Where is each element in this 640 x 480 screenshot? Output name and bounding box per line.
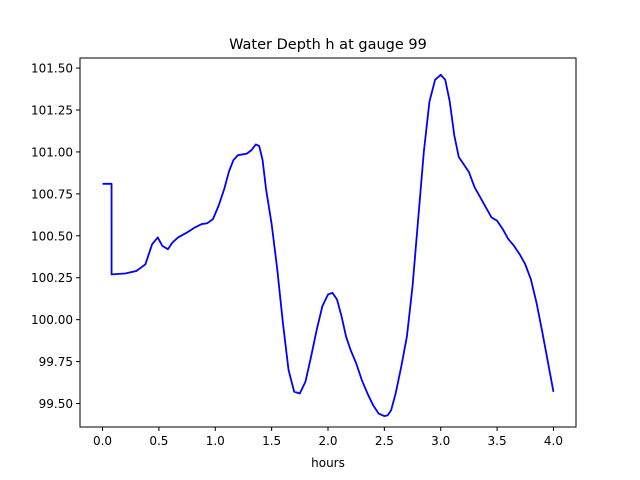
x-tick-label: 3.0 [431, 434, 450, 448]
x-tick-label: 0.5 [149, 434, 168, 448]
x-tick-label: 2.0 [318, 434, 337, 448]
y-tick-label: 100.00 [31, 313, 73, 327]
x-axis: 0.0 0.5 1.0 1.5 2.0 2.5 3.0 3.5 4.0 [93, 427, 563, 448]
y-tick-label: 100.50 [31, 229, 73, 243]
x-axis-label: hours [311, 456, 345, 470]
x-tick-label: 1.5 [262, 434, 281, 448]
y-tick-label: 100.25 [31, 271, 73, 285]
x-tick-label: 2.5 [375, 434, 394, 448]
y-axis: 99.50 99.75 100.00 100.25 100.50 100.75 101.00… [31, 62, 80, 411]
x-tick-label: 0.0 [93, 434, 112, 448]
plot-area [102, 73, 555, 417]
y-tick-label: 99.75 [39, 355, 73, 369]
x-tick-label: 4.0 [544, 434, 563, 448]
x-tick-label: 3.5 [488, 434, 507, 448]
chart-title: Water Depth h at gauge 99 [229, 37, 427, 53]
y-tick-label: 101.25 [31, 103, 73, 117]
x-tick-label: 1.0 [206, 434, 225, 448]
series-line-water-depth [102, 73, 555, 417]
y-tick-label: 99.50 [39, 397, 73, 411]
y-tick-label: 101.50 [31, 62, 73, 76]
y-tick-label: 101.00 [31, 145, 73, 159]
y-tick-label: 100.75 [31, 187, 73, 201]
